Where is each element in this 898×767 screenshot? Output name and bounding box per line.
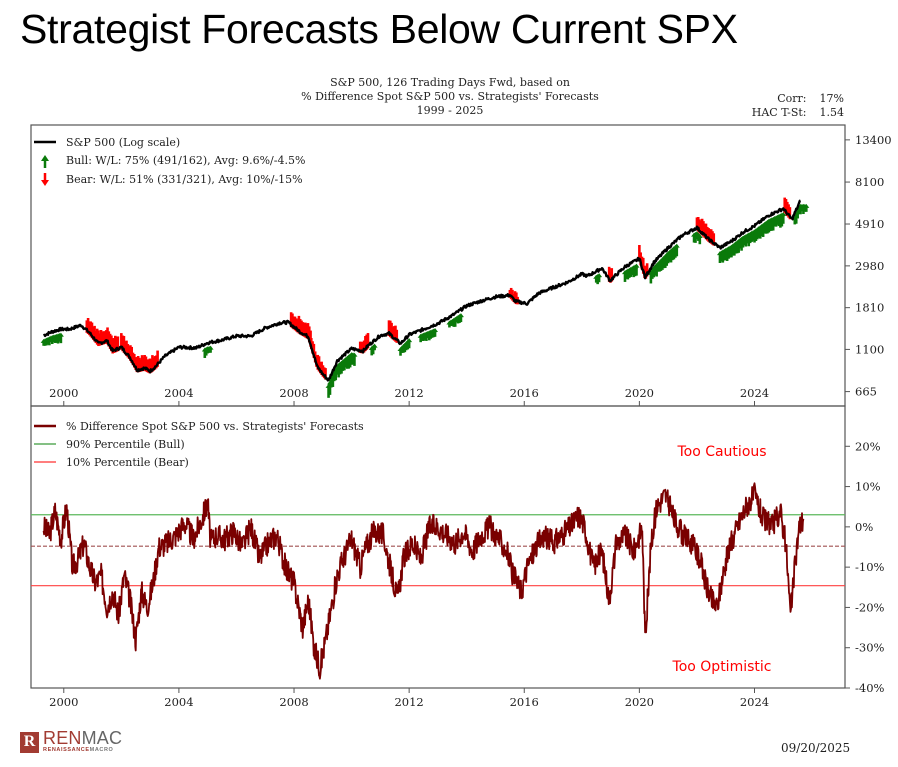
- chart-title: S&P 500, 126 Trading Days Fwd, based on …: [240, 76, 660, 118]
- y-tick-label-bottom: -10%: [855, 560, 885, 574]
- renmac-logo: R RENMAC RENAISSANCEMACRO: [20, 728, 123, 754]
- bull-arrow-head: [457, 313, 464, 318]
- logo-mark: R: [20, 731, 39, 753]
- bull-arrow-head: [780, 212, 787, 217]
- annotation-too-cautious: Too Cautious: [676, 444, 766, 460]
- x-tick-label-top: 2016: [510, 386, 539, 400]
- bull-arrow-head: [351, 352, 358, 357]
- bull-arrow-head: [696, 233, 703, 238]
- bottom-panel: 20% 10% 0% -10% -20% -30% -40% 2000 2004 2008 2012…: [30, 405, 885, 709]
- logo-text-mac: MAC: [81, 728, 123, 748]
- legend-bottom-label-0: % Difference Spot S&P 500 vs. Strategist…: [66, 420, 364, 433]
- y-tick-label-top: 2980: [855, 259, 884, 273]
- bull-arrow-head: [432, 327, 439, 332]
- corr-value: 17%: [819, 92, 844, 105]
- bull-arrow-head: [673, 243, 680, 248]
- bull-arrow-head: [207, 345, 214, 350]
- bull-arrow-head: [803, 203, 810, 208]
- bull-arrow-head: [633, 263, 640, 268]
- pct-diff-line: [42, 482, 805, 680]
- y-tick-label-top: 1810: [855, 301, 884, 315]
- x-tick-label-bottom: 2016: [510, 695, 539, 709]
- y-tick-label-top: 8100: [855, 175, 884, 189]
- y-tick-label-top: 665: [855, 385, 877, 399]
- chart-title-line-3: 1999 - 2025: [416, 104, 484, 117]
- y-tick-label-bottom: -40%: [855, 681, 885, 695]
- x-tick-label-top: 2000: [49, 386, 78, 400]
- x-tick-label-top: 2008: [279, 386, 308, 400]
- annotation-too-optimistic: Too Optimistic: [672, 659, 772, 675]
- legend-sp500-label: S&P 500 (Log scale): [66, 136, 180, 149]
- legend-bottom-label-1: 90% Percentile (Bull): [66, 438, 185, 451]
- logo-text-ren: REN: [43, 728, 82, 748]
- tstat-label: HAC T-St:: [751, 106, 807, 119]
- chart-title-line-2: % Difference Spot S&P 500 vs. Strategist…: [301, 90, 599, 103]
- x-tick-label-top: 2020: [625, 386, 654, 400]
- y-tick-label-top: 13400: [855, 133, 892, 147]
- bull-arrow-head: [596, 273, 603, 278]
- y-tick-label-bottom: -30%: [855, 641, 885, 655]
- x-tick-label-bottom: 2000: [49, 695, 78, 709]
- chart-title-line-1: S&P 500, 126 Trading Days Fwd, based on: [330, 76, 570, 89]
- legend-bull-arrow-head-icon: [41, 155, 49, 161]
- legend-bear-arrow-head-icon: [41, 180, 49, 186]
- x-tick-label-bottom: 2004: [164, 695, 193, 709]
- x-tick-label-bottom: 2020: [625, 695, 654, 709]
- y-tick-label-top: 1100: [855, 342, 884, 356]
- x-tick-label-bottom: 2008: [279, 695, 308, 709]
- sp500-line: [42, 199, 801, 382]
- top-panel: 13400 8100 4910 2980 1810 1100 665 2000 2004 2008…: [30, 124, 892, 407]
- bottom-panel-frame: [30, 405, 846, 689]
- slide-title: Strategist Forecasts Below Current SPX: [20, 6, 738, 52]
- y-tick-label-bottom: 10%: [855, 480, 881, 494]
- logo-sub-macro: MACRO: [89, 747, 114, 753]
- y-tick-label-bottom: -20%: [855, 600, 885, 614]
- x-tick-label-top: 2024: [740, 386, 769, 400]
- logo-sub-renaissance: RENAISSANCE: [43, 747, 90, 753]
- bull-arrow-head: [57, 332, 64, 337]
- legend-bull-label: Bull: W/L: 75% (491/162), Avg: 9.6%/-4.5…: [66, 154, 305, 167]
- y-tick-label-bottom: 0%: [855, 520, 873, 534]
- report-date: 09/20/2025: [781, 741, 851, 755]
- y-tick-label-bottom: 20%: [855, 439, 881, 453]
- x-tick-label-top: 2004: [164, 386, 193, 400]
- x-tick-label-bottom: 2024: [740, 695, 769, 709]
- stats-block: Corr: 17% HAC T-St: 1.54: [752, 92, 844, 120]
- x-tick-label-bottom: 2012: [394, 695, 423, 709]
- bull-arrow-head: [406, 338, 413, 343]
- corr-label: Corr:: [777, 92, 807, 105]
- x-tick-label-top: 2012: [394, 386, 423, 400]
- y-tick-label-top: 4910: [855, 217, 884, 231]
- legend-bear-label: Bear: W/L: 51% (331/321), Avg: 10%/-15%: [66, 173, 303, 186]
- bull-arrow-head: [371, 343, 378, 348]
- tstat-value: 1.54: [819, 106, 845, 119]
- legend-bottom-label-2: 10% Percentile (Bear): [66, 456, 189, 469]
